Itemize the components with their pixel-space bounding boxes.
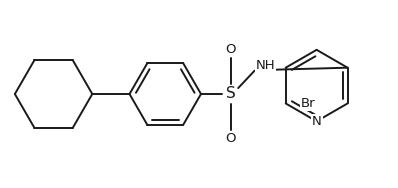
Text: NH: NH <box>256 59 275 72</box>
Text: O: O <box>226 132 236 145</box>
Text: O: O <box>226 43 236 56</box>
Text: Br: Br <box>300 97 315 110</box>
Text: N: N <box>312 115 322 128</box>
Text: S: S <box>226 86 236 102</box>
